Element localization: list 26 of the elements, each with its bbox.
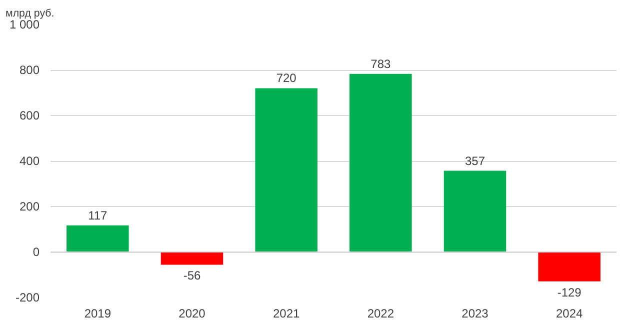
y-tick-label: 400 [19,154,40,168]
y-axis-title: млрд руб. [6,8,54,20]
y-tick-label: 1 000 [9,18,40,32]
bar [160,252,224,265]
x-tick-label: 2021 [272,306,300,320]
bar [66,225,129,252]
y-tick-label: 800 [19,63,40,77]
data-label: 720 [276,71,297,86]
y-tick-label: -200 [15,290,40,304]
data-label: -56 [183,268,201,283]
y-tick-label: 200 [19,200,40,214]
x-tick-label: 2022 [367,306,394,320]
x-tick-label: 2024 [556,306,584,320]
bar [255,88,318,252]
data-label: 117 [88,208,108,222]
bar [538,252,600,282]
x-tick-label: 2023 [462,306,489,320]
y-tick-label: 600 [19,108,40,122]
y-tick-label: 0 [32,245,40,259]
x-tick-label: 2020 [178,306,206,320]
x-tick-label: 2019 [84,306,112,320]
data-label: -129 [557,285,582,300]
data-label: 783 [370,56,392,71]
bar [444,170,506,252]
bar [350,74,412,252]
data-label: 357 [464,154,486,168]
